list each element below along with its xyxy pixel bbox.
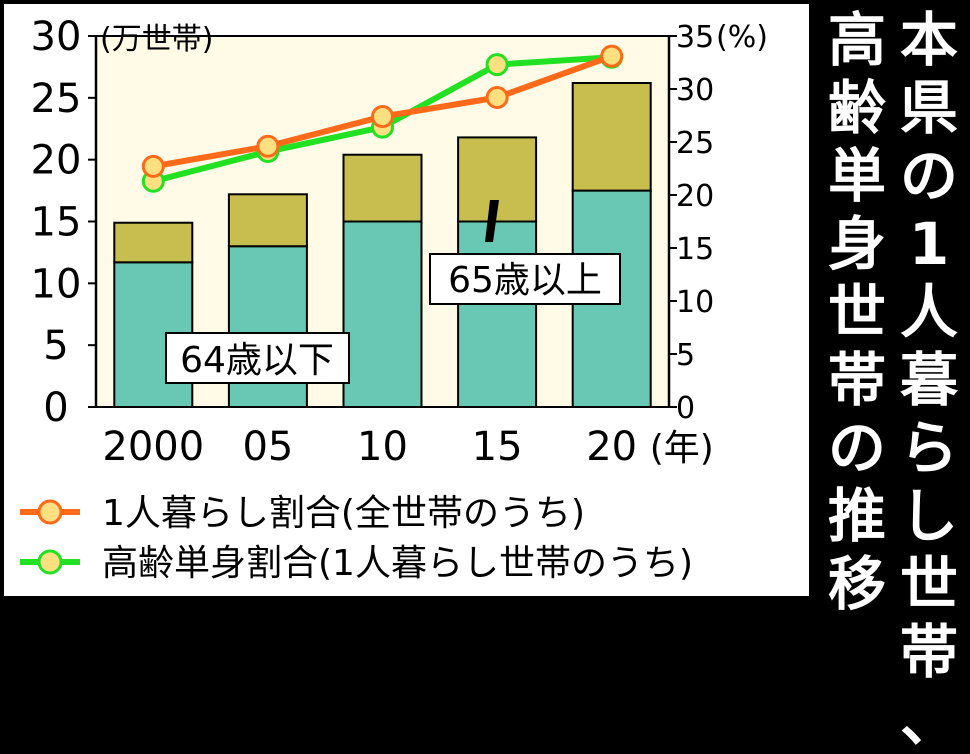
left-tick-label: 30 bbox=[31, 14, 82, 60]
right-tick-label: 35 bbox=[676, 20, 714, 55]
x-tick-label: 10 bbox=[357, 424, 408, 470]
x-tick-label: 20 bbox=[586, 424, 637, 470]
x-tick-label: 2000 bbox=[102, 424, 204, 470]
right-tick-label: 0 bbox=[676, 391, 695, 426]
headline-1-char: 1 bbox=[908, 210, 950, 278]
headline-1-char: 県 bbox=[899, 74, 958, 142]
headline-2-char: 身 bbox=[827, 210, 886, 278]
headline-2-char: 齢 bbox=[827, 74, 886, 142]
bar-under64 bbox=[457, 220, 538, 408]
x-tick-label: 15 bbox=[472, 424, 523, 470]
headline-1-char: 、 bbox=[899, 686, 958, 754]
series-point bbox=[485, 85, 509, 109]
headline-1-char: ら bbox=[899, 414, 958, 482]
label-over65-pointer bbox=[485, 200, 499, 242]
series-point bbox=[600, 44, 624, 68]
left-tick-label: 25 bbox=[31, 76, 82, 122]
headline-2-char: 高 bbox=[827, 6, 886, 74]
headline-1-char: し bbox=[899, 482, 958, 550]
bar-over65 bbox=[342, 153, 423, 223]
headline-column-2: 高齢単身世帯の推移 bbox=[822, 6, 892, 618]
right-tick-label: 10 bbox=[676, 285, 714, 320]
infographic: 0 5 10 15 20 25 30 (万世帯) 0 5 10 15 20 25 30 35 (%) 2000 05… bbox=[4, 4, 968, 754]
headline-2-char: 単 bbox=[827, 142, 886, 210]
headline-2-char: 推 bbox=[827, 482, 886, 550]
left-tick-label: 5 bbox=[43, 323, 68, 369]
right-tick-label: 30 bbox=[676, 73, 714, 108]
series-point bbox=[141, 154, 165, 178]
x-tick-label: 05 bbox=[242, 424, 293, 470]
headline-1-char: 暮 bbox=[899, 346, 958, 414]
headline-1-char: 人 bbox=[899, 278, 958, 346]
right-tick-label: 5 bbox=[676, 338, 695, 373]
label-under64-box bbox=[165, 332, 350, 384]
left-tick-label: 20 bbox=[31, 138, 82, 184]
series-point bbox=[485, 53, 509, 77]
right-tick-label: 20 bbox=[676, 179, 714, 214]
headline-2-char: 帯 bbox=[827, 346, 886, 414]
bar-over65 bbox=[227, 193, 308, 248]
label-over65: 65歳以上 bbox=[448, 260, 602, 301]
headline-2-char: の bbox=[827, 414, 886, 482]
headline: 高齢単身世帯の推移 本県の 1 人暮らし世帯、 bbox=[818, 6, 968, 754]
series-point bbox=[371, 105, 394, 129]
headline-1-char: の bbox=[899, 142, 958, 210]
right-axis-unit: (%) bbox=[716, 20, 768, 55]
legend-label: 高齢単身割合(1人暮らし世帯のうち) bbox=[102, 543, 693, 584]
headline-2-char: 世 bbox=[827, 278, 886, 346]
headline-column-1: 本県の 1 人暮らし世帯、 bbox=[894, 6, 964, 754]
bar-over65 bbox=[571, 81, 652, 192]
bar-under64 bbox=[342, 220, 423, 408]
label-over65-box bbox=[429, 253, 621, 305]
headline-2-char: 移 bbox=[827, 550, 886, 618]
left-tick-label: 15 bbox=[31, 200, 82, 246]
label-under64: 64歳以下 bbox=[180, 340, 334, 381]
legend-label: 1人暮らし割合(全世帯のうち) bbox=[102, 493, 585, 534]
right-tick-label: 25 bbox=[676, 126, 714, 161]
bar-over65 bbox=[113, 221, 194, 264]
left-tick-label: 0 bbox=[43, 385, 68, 431]
legend-marker bbox=[37, 499, 63, 525]
headline-1-char: 世 bbox=[899, 550, 958, 618]
x-axis-unit: (年) bbox=[650, 428, 714, 469]
left-tick-label: 10 bbox=[31, 261, 82, 307]
right-tick-label: 15 bbox=[676, 232, 714, 267]
headline-1-char: 本 bbox=[899, 6, 958, 74]
series-point bbox=[256, 134, 280, 158]
headline-1-char: 帯 bbox=[899, 618, 958, 686]
legend-marker bbox=[37, 549, 63, 575]
left-axis-unit: (万世帯) bbox=[100, 22, 213, 57]
